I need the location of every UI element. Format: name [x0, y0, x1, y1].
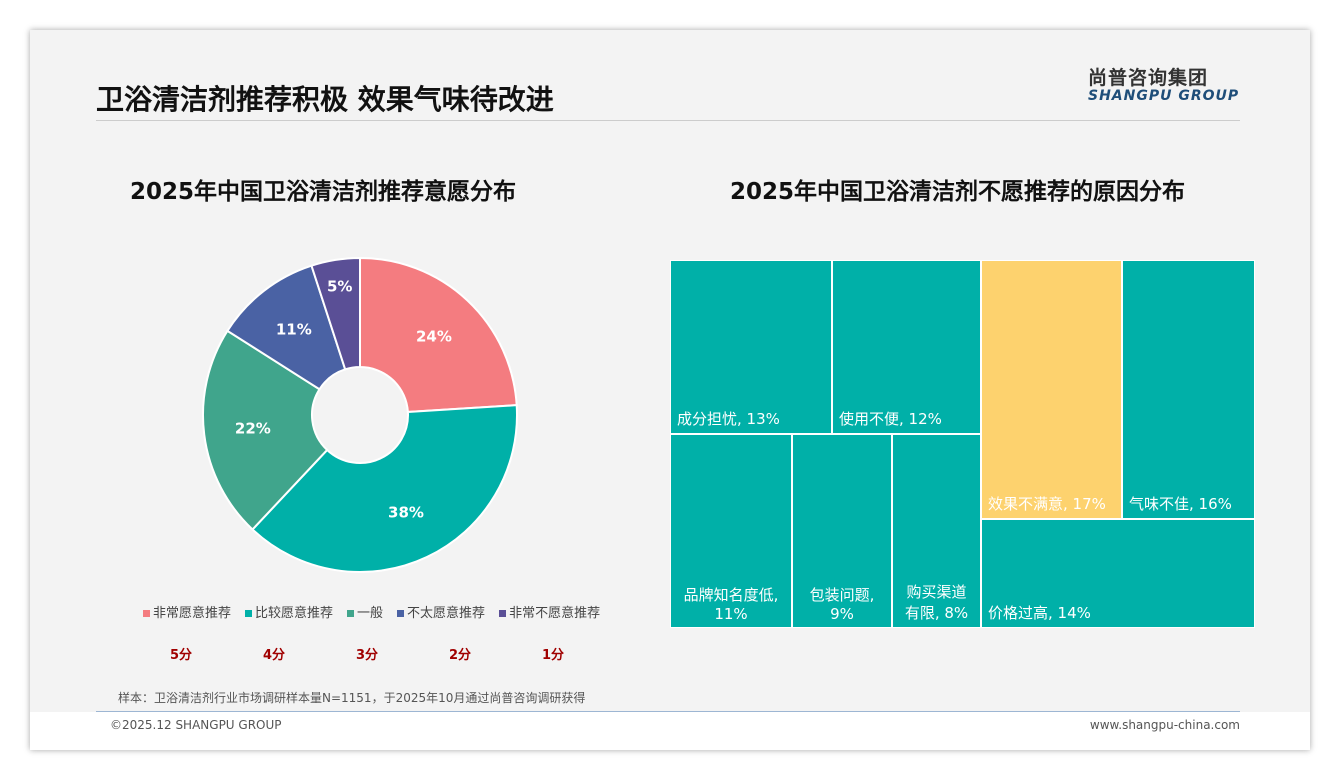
score-label: 4分 [263, 648, 286, 663]
footer-divider [96, 711, 1240, 712]
donut-slice [359, 256, 518, 414]
slide: 卫浴清洁剂推荐积极 效果气味待改进 尚普咨询集团 SHANGPU GROUP 2… [30, 30, 1310, 750]
cell-label: 购买渠道 有限, 8% [904, 583, 969, 622]
treemap-cell: 购买渠道 有限, 8% [892, 434, 981, 628]
donut-slice [226, 264, 347, 391]
divider [96, 120, 1240, 121]
cell-label: 价格过高, 14% [988, 604, 1091, 622]
logo-en: SHANGPU GROUP [1088, 88, 1240, 104]
cell-label: 效果不满意, 17% [988, 495, 1106, 513]
pie-title: 2025年中国卫浴清洁剂推荐意愿分布 [130, 179, 517, 205]
legend-label: 非常不愿意推荐 [509, 606, 601, 621]
donut-slice [310, 256, 361, 371]
cell-label: 气味不佳, 16% [1129, 495, 1232, 513]
legend-swatch [499, 610, 507, 617]
legend-label: 一般 [357, 606, 384, 621]
legend-swatch [245, 610, 253, 617]
legend: 非常愿意推荐 比较愿意推荐 一般 不太愿意推荐 非常不愿意推荐 [143, 602, 600, 621]
treemap-title: 2025年中国卫浴清洁剂不愿推荐的原因分布 [730, 179, 1186, 205]
header [30, 30, 1310, 120]
legend-item: 不太愿意推荐 [397, 602, 485, 621]
treemap-cell: 成分担忧, 13% [670, 260, 832, 434]
score-label: 2分 [449, 648, 472, 663]
legend-swatch [143, 610, 150, 617]
treemap-cell: 价格过高, 14% [981, 519, 1255, 628]
slice-label: 24% [416, 327, 452, 345]
score-label: 3分 [356, 648, 379, 663]
donut-slice [202, 329, 329, 531]
score-label: 1分 [542, 648, 565, 663]
legend-item: 非常愿意推荐 [143, 602, 231, 621]
treemap-cell: 效果不满意, 17% [981, 260, 1122, 519]
cell-label: 品牌知名度低, 11% [683, 586, 779, 623]
sample-note: 样本：卫浴清洁剂行业市场调研样本量N=1151，于2025年10月通过尚普咨询调… [118, 691, 586, 705]
cell-label: 包装问题, 9% [809, 586, 875, 623]
donut-slice [251, 404, 518, 573]
copyright: ©2025.12 SHANGPU GROUP [110, 718, 282, 732]
legend-item: 非常不愿意推荐 [499, 602, 600, 621]
legend-swatch [347, 610, 355, 617]
legend-label: 不太愿意推荐 [407, 606, 486, 621]
legend-item: 一般 [347, 602, 383, 621]
legend-item: 比较愿意推荐 [245, 602, 333, 621]
cell-label: 成分担忧, 13% [677, 410, 780, 428]
legend-label: 非常愿意推荐 [153, 606, 232, 621]
treemap-cell: 使用不便, 12% [832, 260, 981, 434]
website-link[interactable]: www.shangpu-china.com [1089, 718, 1240, 732]
donut-chart: 24% 38% 22% 11% 5% [202, 256, 518, 573]
cell-label: 使用不便, 12% [839, 410, 942, 428]
treemap-cell: 品牌知名度低, 11% [670, 434, 792, 628]
treemap-cell: 气味不佳, 16% [1122, 260, 1255, 519]
slice-label: 11% [276, 321, 312, 339]
legend-label: 比较愿意推荐 [255, 606, 334, 621]
slice-label: 22% [235, 420, 271, 438]
slice-label: 38% [388, 504, 424, 522]
score-label: 5分 [170, 648, 193, 663]
legend-swatch [397, 610, 405, 617]
logo-cn: 尚普咨询集团 [1088, 67, 1209, 89]
footer [30, 712, 1310, 750]
page-title: 卫浴清洁剂推荐积极 效果气味待改进 [96, 83, 554, 116]
treemap-cell: 包装问题, 9% [792, 434, 892, 628]
slice-label: 5% [327, 278, 352, 296]
